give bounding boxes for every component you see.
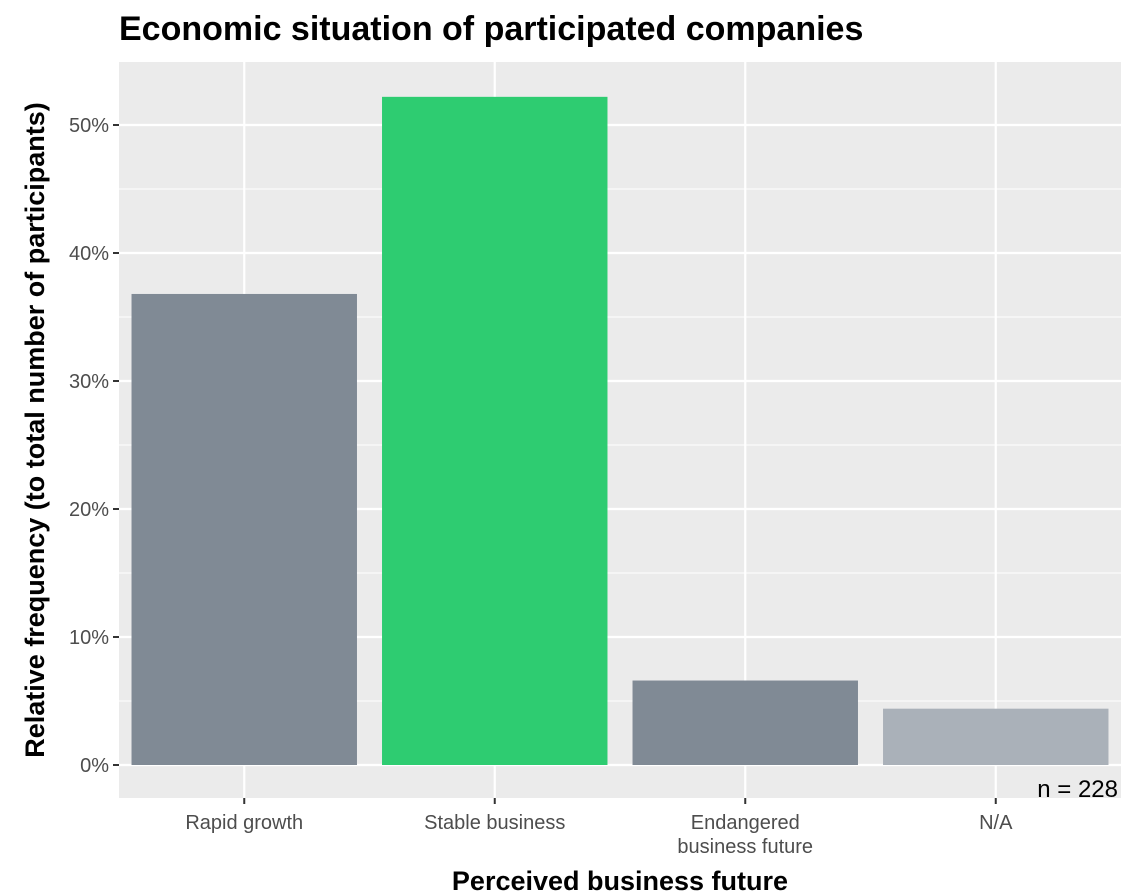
bars [131,96,1109,766]
x-axis-ticks: Rapid growth Stable business Endangeredbus… [185,798,1013,858]
y-tick-label: 10% [69,627,109,649]
y-tick-label: 20% [69,499,109,521]
y-tick-label: 50% [69,115,109,137]
bar-rapid-growth [131,293,357,765]
x-axis-title: Perceived business future [452,866,788,895]
y-axis-ticks: 0% 10% 20% 30% 40% 50% [69,115,119,777]
x-tick-label: Rapid growth [185,812,303,834]
bar-endangered-business-future [632,680,858,765]
y-tick-label: 40% [69,243,109,265]
x-tick-label: business future [677,836,813,858]
x-tick-label: Stable business [424,812,565,834]
x-tick-label: N/A [979,812,1013,834]
sample-size-annotation: n = 228 [1037,776,1118,803]
chart-title: Economic situation of participated compa… [119,10,863,48]
bar-stable-business [382,96,608,766]
y-axis-title: Relative frequency (to total number of p… [20,102,50,758]
y-tick-label: 0% [80,755,109,777]
bar-n-a [883,708,1109,765]
y-tick-label: 30% [69,371,109,393]
x-tick-label: Endangered [691,812,800,834]
